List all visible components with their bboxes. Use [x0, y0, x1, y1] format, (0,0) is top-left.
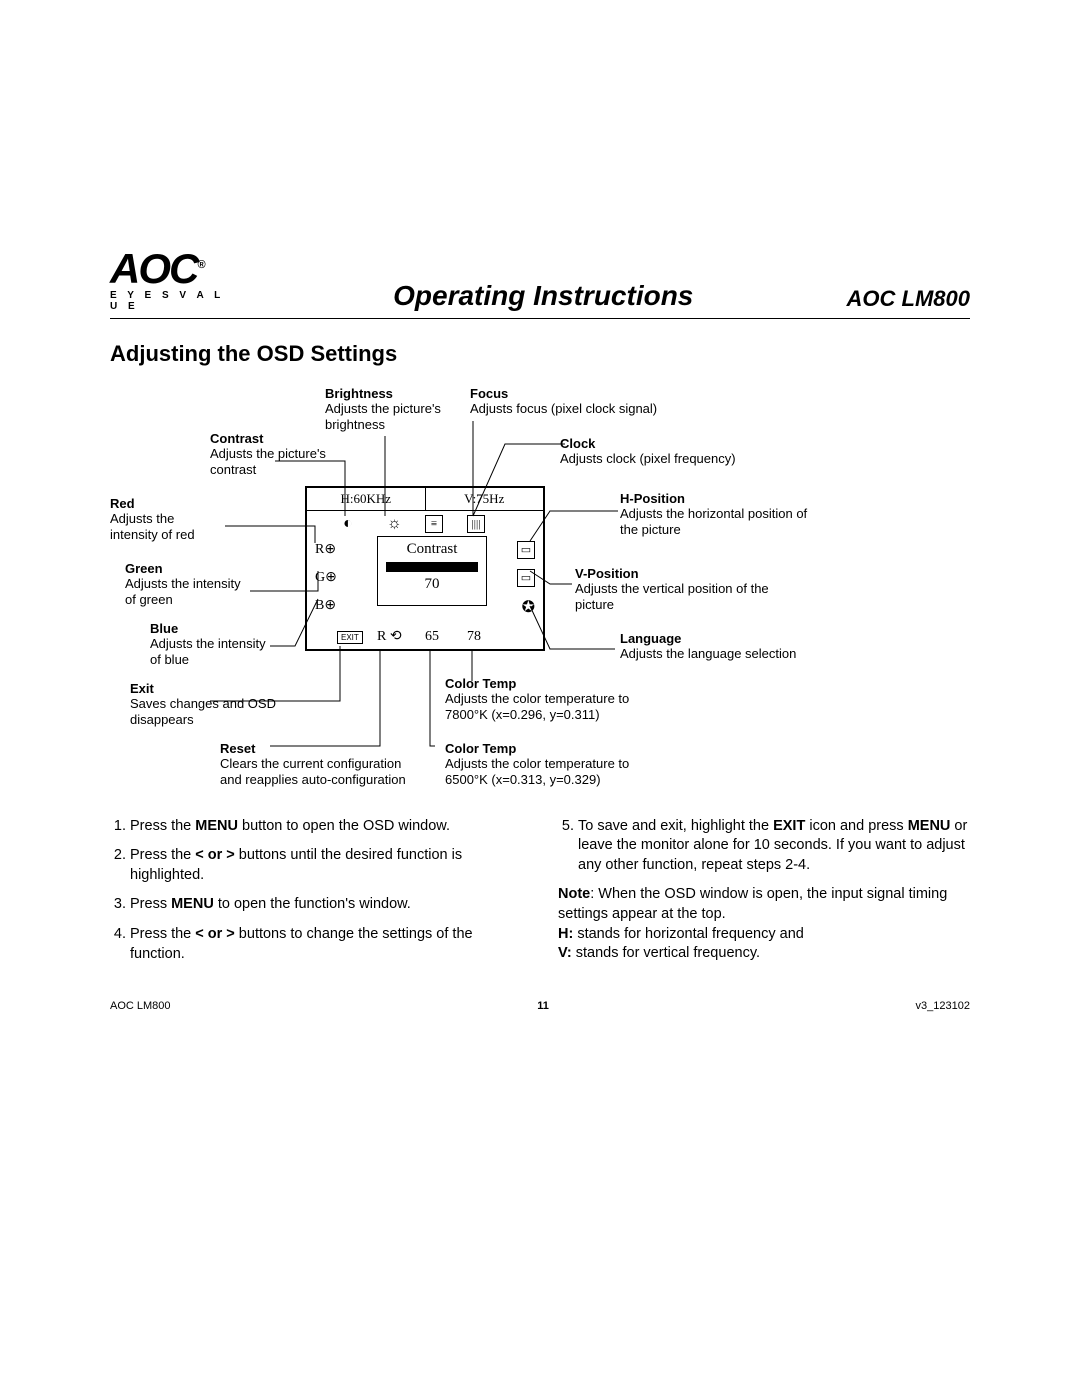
callout-title: Focus: [470, 386, 720, 401]
step-item: Press the MENU button to open the OSD wi…: [130, 817, 522, 837]
red-icon: R⊕: [315, 541, 336, 558]
focus-icon: ≡: [425, 515, 443, 533]
brand-logo: AOC® E Y E S V A L U E: [110, 250, 240, 312]
callout-desc: Adjusts the vertical position of the pic…: [575, 581, 775, 614]
callout-desc: Adjusts clock (pixel frequency): [560, 451, 810, 467]
step-item: Press the < or > buttons to change the s…: [130, 925, 522, 964]
callout-desc: Adjusts the language selection: [620, 646, 800, 662]
callout-title: Brightness: [325, 386, 465, 401]
callout-title: Exit: [130, 681, 290, 696]
reset-icon: R ⟲: [377, 628, 402, 645]
note-block: Note: When the OSD window is open, the i…: [558, 885, 970, 963]
osd-vfreq: V:75Hz: [426, 488, 544, 510]
page-number: 11: [537, 1000, 549, 1012]
callout-desc: Adjusts the picture's contrast: [210, 446, 330, 479]
callout-vpos: V-Position Adjusts the vertical position…: [575, 566, 775, 614]
green-icon: G⊕: [315, 569, 337, 586]
footer-model: AOC LM800: [110, 1000, 171, 1012]
callout-contrast: Contrast Adjusts the picture's contrast: [210, 431, 330, 479]
steps-right-column: To save and exit, highlight the EXIT ico…: [558, 817, 970, 974]
page-header: AOC® E Y E S V A L U E Operating Instruc…: [110, 250, 970, 319]
callout-exit: Exit Saves changes and OSD disappears: [130, 681, 290, 729]
osd-center-label: Contrast: [378, 541, 486, 558]
brightness-icon: ☼: [387, 515, 402, 533]
callout-desc: Adjusts the color temperature to 7800°K …: [445, 691, 675, 724]
callout-desc: Adjusts the color temperature to 6500°K …: [445, 756, 675, 789]
callout-title: Red: [110, 496, 225, 511]
callout-colortemp-6500: Color Temp Adjusts the color temperature…: [445, 741, 675, 789]
vpos-icon: ▭: [517, 569, 535, 587]
callout-reset: Reset Clears the current configuration a…: [220, 741, 420, 789]
steps-left-column: Press the MENU button to open the OSD wi…: [110, 817, 522, 974]
callout-title: Reset: [220, 741, 420, 756]
callout-title: H-Position: [620, 491, 820, 506]
callout-colortemp-7800: Color Temp Adjusts the color temperature…: [445, 676, 675, 724]
language-icon: ✪: [522, 597, 535, 617]
doc-title: Operating Instructions: [240, 280, 847, 312]
callout-desc: Adjusts the picture's brightness: [325, 401, 465, 434]
osd-center-panel: Contrast 70: [377, 536, 487, 606]
section-title: Adjusting the OSD Settings: [110, 341, 970, 367]
callout-desc: Adjusts the intensity of red: [110, 511, 225, 544]
callout-desc: Clears the current configuration and rea…: [220, 756, 420, 789]
callout-green: Green Adjusts the intensity of green: [125, 561, 255, 609]
callout-title: Language: [620, 631, 800, 646]
step-item: Press MENU to open the function's window…: [130, 895, 522, 915]
callout-desc: Saves changes and OSD disappears: [130, 696, 290, 729]
callout-hpos: H-Position Adjusts the horizontal positi…: [620, 491, 820, 539]
page-footer: AOC LM800 11 v3_123102: [110, 1000, 970, 1012]
callout-clock: Clock Adjusts clock (pixel frequency): [560, 436, 810, 467]
colortemp-78-icon: 78: [467, 629, 481, 645]
osd-window: H:60KHz V:75Hz ◐ ☼ ≡ |||| R⊕ G⊕ B⊕ ▭ ▭ ✪…: [305, 486, 545, 651]
contrast-icon: ◐: [343, 515, 353, 533]
callout-desc: Adjusts focus (pixel clock signal): [470, 401, 720, 417]
callout-title: Color Temp: [445, 741, 675, 756]
step-item: To save and exit, highlight the EXIT ico…: [578, 817, 970, 876]
blue-icon: B⊕: [315, 597, 336, 614]
callout-title: V-Position: [575, 566, 775, 581]
callout-desc: Adjusts the intensity of green: [125, 576, 255, 609]
callout-desc: Adjusts the intensity of blue: [150, 636, 280, 669]
colortemp-65-icon: 65: [425, 629, 439, 645]
callout-title: Clock: [560, 436, 810, 451]
osd-topbar: H:60KHz V:75Hz: [307, 488, 543, 511]
callout-red: Red Adjusts the intensity of red: [110, 496, 225, 544]
osd-center-value: 70: [378, 576, 486, 593]
callout-title: Contrast: [210, 431, 330, 446]
osd-hfreq: H:60KHz: [307, 488, 426, 510]
callout-title: Color Temp: [445, 676, 675, 691]
hpos-icon: ▭: [517, 541, 535, 559]
osd-diagram: Contrast Adjusts the picture's contrast …: [110, 381, 970, 811]
exit-icon: EXIT: [337, 631, 363, 644]
clock-icon: ||||: [467, 515, 485, 533]
callout-title: Blue: [150, 621, 280, 636]
callout-brightness: Brightness Adjusts the picture's brightn…: [325, 386, 465, 434]
callout-desc: Adjusts the horizontal position of the p…: [620, 506, 820, 539]
callout-focus: Focus Adjusts focus (pixel clock signal): [470, 386, 720, 417]
osd-slider-bar: [386, 562, 478, 572]
callout-language: Language Adjusts the language selection: [620, 631, 800, 662]
model-name: AOC LM800: [847, 286, 970, 312]
step-item: Press the < or > buttons until the desir…: [130, 846, 522, 885]
logo-text: AOC: [110, 245, 197, 292]
callout-title: Green: [125, 561, 255, 576]
logo-tagline: E Y E S V A L U E: [110, 290, 240, 312]
footer-version: v3_123102: [916, 1000, 970, 1012]
callout-blue: Blue Adjusts the intensity of blue: [150, 621, 280, 669]
steps-section: Press the MENU button to open the OSD wi…: [110, 817, 970, 974]
